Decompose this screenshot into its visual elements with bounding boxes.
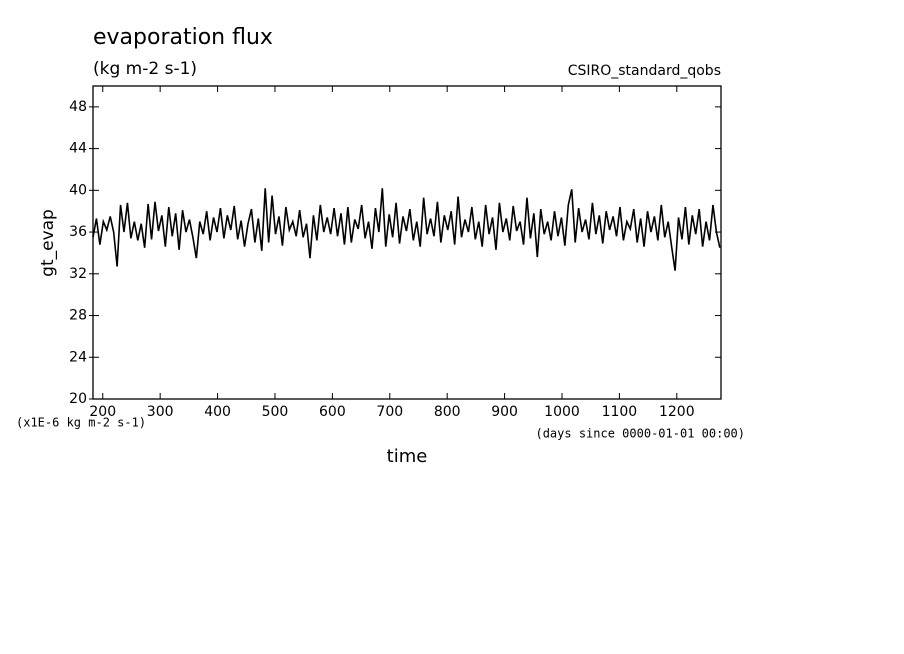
x-tick-label: 300 bbox=[147, 404, 174, 420]
y-tick-label: 44 bbox=[69, 141, 87, 157]
y-tick-label: 48 bbox=[69, 99, 87, 115]
y-units: (x1E-6 kg m-2 s-1) bbox=[16, 416, 146, 430]
x-tick-label: 200 bbox=[89, 404, 116, 420]
x-units: (days since 0000-01-01 00:00) bbox=[535, 427, 745, 441]
x-tick-label: 1000 bbox=[544, 404, 580, 420]
x-axis-label: time bbox=[387, 446, 428, 467]
x-tick-label: 400 bbox=[204, 404, 231, 420]
x-tick-label: 800 bbox=[434, 404, 461, 420]
y-tick-label: 32 bbox=[69, 266, 87, 282]
x-tick-label: 1200 bbox=[659, 404, 695, 420]
chart-subtitle: (kg m-2 s-1) bbox=[93, 59, 197, 79]
x-tick-label: 700 bbox=[376, 404, 403, 420]
y-tick-label: 36 bbox=[69, 224, 87, 240]
x-tick-label: 500 bbox=[262, 404, 289, 420]
dataset-label: CSIRO_standard_qobs bbox=[568, 63, 721, 79]
x-tick-label: 600 bbox=[319, 404, 346, 420]
y-tick-label: 28 bbox=[69, 308, 87, 324]
y-tick-label: 40 bbox=[69, 182, 87, 198]
chart-title: evaporation flux bbox=[93, 25, 273, 50]
y-tick-label: 24 bbox=[69, 349, 87, 365]
y-axis-label: gt_evap bbox=[38, 209, 58, 277]
x-tick-label: 900 bbox=[491, 404, 518, 420]
y-tick-label: 20 bbox=[69, 391, 87, 407]
x-tick-label: 1100 bbox=[602, 404, 638, 420]
data-line bbox=[92, 188, 721, 271]
plot-frame bbox=[92, 85, 722, 400]
